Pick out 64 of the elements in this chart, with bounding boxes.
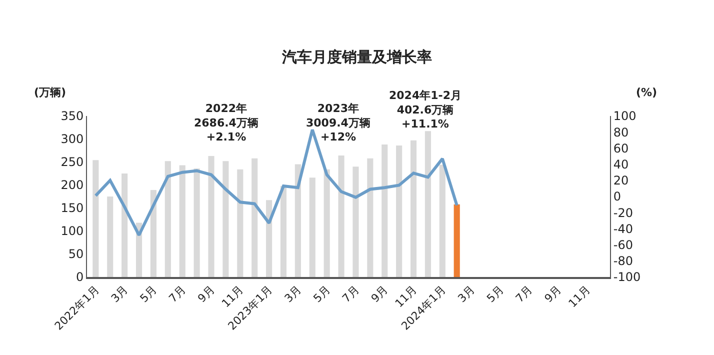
y-tick-label: 200 <box>60 178 84 192</box>
x-tick-label: 9月 <box>195 283 218 306</box>
x-tick-label: 7月 <box>513 283 536 306</box>
x-tick-label: 7月 <box>166 283 188 306</box>
y2-tick-label: -60 <box>613 238 634 252</box>
bar <box>222 161 229 277</box>
chart-title: 汽车月度销量及增长率 <box>281 48 432 66</box>
x-tick-label: 9月 <box>542 283 564 306</box>
bar <box>150 190 156 277</box>
y2-tick-label: -100 <box>613 270 641 284</box>
bar <box>367 158 374 277</box>
y2-tick-label: 0 <box>613 190 622 204</box>
y-tick-label: 300 <box>60 132 84 146</box>
line-series <box>94 128 458 237</box>
y-tick-label: 0 <box>76 270 84 284</box>
y2-tick-label: 100 <box>613 109 636 124</box>
bar <box>396 145 402 277</box>
y-tick-label: 350 <box>60 109 84 124</box>
y-tick-label: 250 <box>60 155 84 170</box>
x-tick-label: 3月 <box>282 283 304 306</box>
bar <box>439 164 446 277</box>
bar <box>309 178 316 277</box>
x-tick-label: 7月 <box>340 283 362 306</box>
annotation: 2024年1-2月 402.6万辆 +11.1% <box>389 89 462 131</box>
x-tick-label: 9月 <box>368 283 391 306</box>
bar <box>266 200 272 277</box>
y2-tick-label: -20 <box>613 206 634 220</box>
y-tick-label: 150 <box>60 201 84 216</box>
y2-tick-label: 40 <box>613 158 629 172</box>
y-axis-title: (万辆) <box>34 86 66 99</box>
x-tick-label: 3月 <box>108 283 131 306</box>
y2-tick-label: -40 <box>613 222 634 236</box>
bar <box>252 158 258 277</box>
x-tick-label: 5月 <box>138 283 160 306</box>
bar <box>294 164 301 277</box>
bar <box>179 165 186 277</box>
y2-axis-title: (%) <box>636 86 658 99</box>
y2-tick-label: 20 <box>613 174 629 188</box>
x-tick-label: 11月 <box>566 283 593 310</box>
bar <box>92 160 99 277</box>
y-tick-label: 50 <box>68 247 84 262</box>
bar <box>280 186 287 277</box>
y2-tick-label: 60 <box>613 141 629 156</box>
y2-tick-label: 80 <box>613 125 629 140</box>
bar <box>208 156 214 277</box>
y2-tick-label: -80 <box>613 254 634 268</box>
y-tick-label: 100 <box>60 224 84 238</box>
bar <box>122 174 128 277</box>
x-tick-label: 5月 <box>484 283 506 306</box>
bar <box>237 169 244 277</box>
bar <box>338 156 344 277</box>
bar <box>107 196 114 277</box>
x-tick-label: 5月 <box>310 283 333 306</box>
annotation: 2022年 2686.4万辆 +2.1% <box>194 102 258 144</box>
bar <box>410 140 417 277</box>
bar <box>352 166 359 277</box>
bar <box>164 161 171 277</box>
bar <box>382 144 388 277</box>
bar <box>454 204 460 277</box>
bar <box>424 131 431 277</box>
x-tick-label: 3月 <box>455 283 478 306</box>
bar <box>324 169 330 277</box>
annotation: 2023年 3009.4万辆 +12% <box>306 102 370 144</box>
bar <box>194 168 200 277</box>
